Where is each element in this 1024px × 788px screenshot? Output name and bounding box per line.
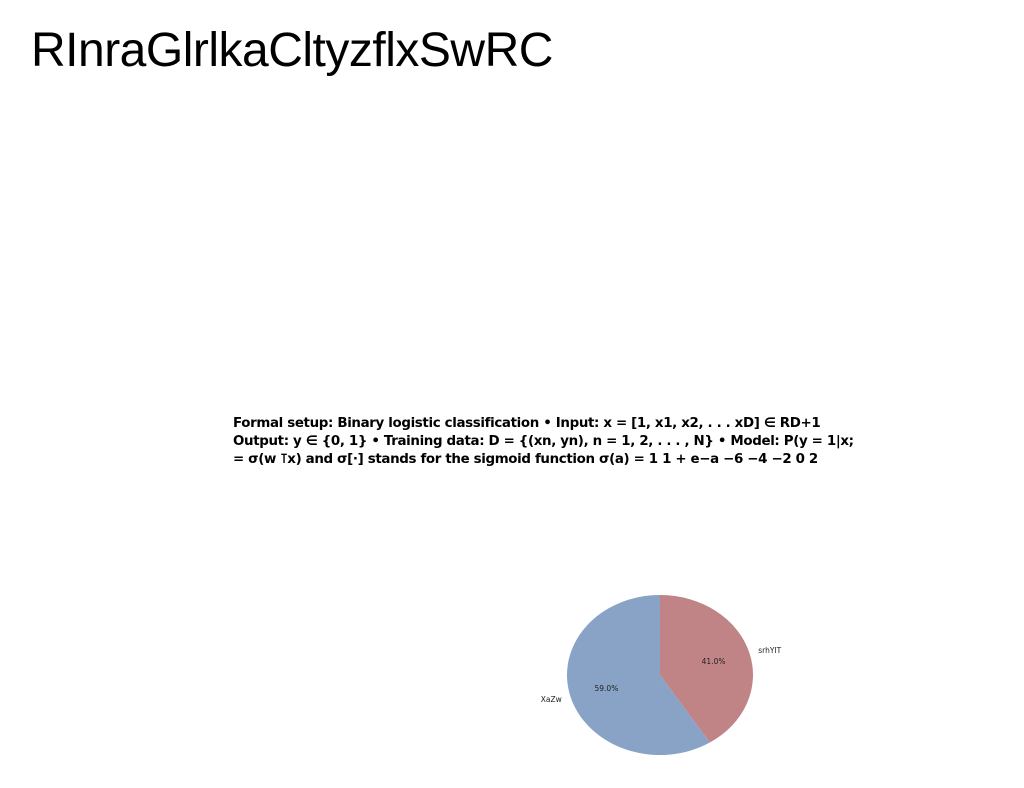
pie-chart: 41.0% srhYIT 59.0% XaZw: [541, 595, 782, 755]
pie-slice-XaZw: [567, 595, 710, 755]
pie-value-label: 59.0%: [595, 684, 619, 693]
formal-text-line-2: Output: y ∈ {0, 1} • Training data: D = …: [233, 434, 854, 449]
formal-setup-text: Formal setup: Binary logistic classifica…: [233, 415, 893, 469]
pie-labels: 41.0% srhYIT 59.0% XaZw: [541, 646, 782, 704]
pie-slices: [567, 595, 754, 755]
pie-value-label: 41.0%: [702, 657, 726, 666]
formal-text-line-1: Formal setup: Binary logistic classifica…: [233, 416, 821, 431]
formal-text-line-3: = σ(w ⊺x) and σ[·] stands for the sigmoi…: [233, 452, 818, 467]
pie-slice-srhYIT: [660, 595, 754, 743]
page-title: RInraGlrlkaCltyzflxSwRC: [31, 24, 553, 77]
pie-category-label: XaZw: [541, 695, 562, 704]
pie-category-label: srhYIT: [758, 646, 781, 655]
